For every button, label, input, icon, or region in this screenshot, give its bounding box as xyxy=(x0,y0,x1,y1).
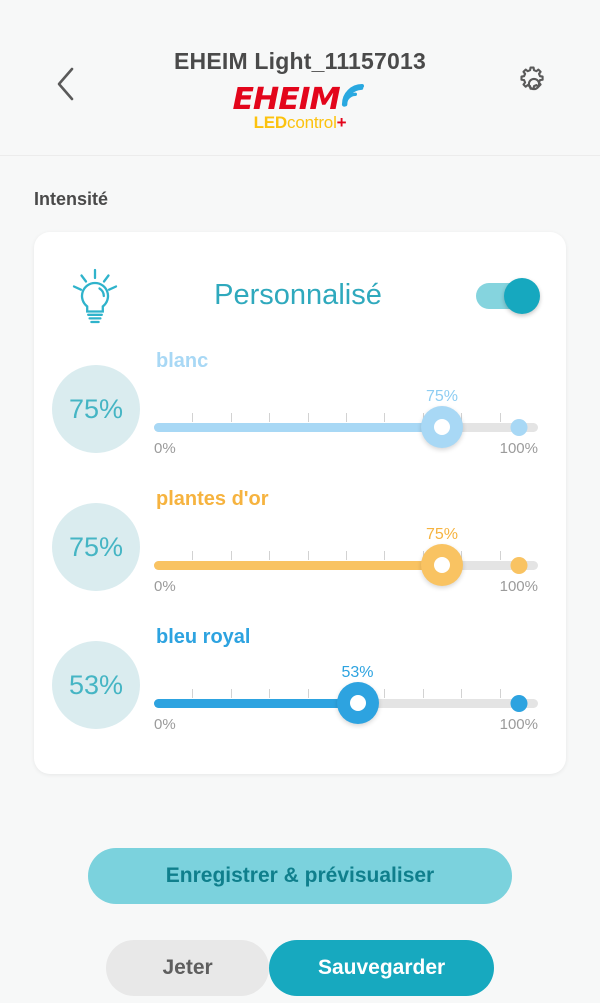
slider-max-label: 100% xyxy=(499,716,538,733)
slider-tick xyxy=(461,413,463,422)
slider-min-label: 0% xyxy=(154,578,176,595)
toggle-knob xyxy=(504,278,540,314)
slider-tick xyxy=(461,551,463,560)
slider-ticks xyxy=(154,413,538,422)
custom-mode-toggle[interactable] xyxy=(476,274,540,316)
slider-tick xyxy=(346,413,347,422)
slider-tick xyxy=(499,551,501,560)
slider-tick xyxy=(384,551,386,560)
slider-min-label: 0% xyxy=(154,716,176,733)
slider-tick xyxy=(384,413,386,422)
secondary-buttons-row: Jeter Sauvegarder xyxy=(106,940,494,996)
slider-ticks xyxy=(154,551,538,560)
slider-tick xyxy=(307,413,309,422)
slider-tick xyxy=(346,551,347,560)
slider-tick xyxy=(230,413,232,422)
page-title: EHEIM Light_11157013 xyxy=(173,48,426,74)
save-and-preview-button[interactable]: Enregistrer & prévisualiser xyxy=(88,848,512,904)
slider-area[interactable]: 53% xyxy=(154,664,538,724)
channel-row: 53% bleu royal 53% 0% 100% xyxy=(34,616,566,754)
slider-max-label: 100% xyxy=(499,578,538,595)
channel-value-circle: 75% xyxy=(52,503,140,591)
discard-button[interactable]: Jeter xyxy=(106,940,270,996)
slider-tick xyxy=(192,413,194,422)
slider-tick xyxy=(269,689,271,698)
channel-slider-col: blanc 75% 0% 100% xyxy=(154,350,538,468)
slider-scale-labels: 0% 100% xyxy=(154,716,538,733)
slider-tick xyxy=(269,413,271,422)
slider-tick xyxy=(307,689,309,698)
channel-name: plantes d'or xyxy=(156,488,269,510)
slider-max-dot[interactable] xyxy=(510,419,528,436)
slider-value-bubble: 75% xyxy=(425,388,459,405)
save-button[interactable]: Sauvegarder xyxy=(269,940,494,996)
slider-thumb-hole xyxy=(434,557,450,573)
mode-label: Personnalisé xyxy=(214,278,382,311)
logo-led-text: LED xyxy=(253,113,288,132)
back-button[interactable] xyxy=(42,60,90,108)
slider-track-wrap[interactable] xyxy=(154,682,538,724)
section-title: Intensité xyxy=(34,189,109,209)
logo-plus-text: + xyxy=(336,113,347,132)
channel-value-circle: 53% xyxy=(52,641,140,729)
slider-tick xyxy=(192,689,194,698)
slider-tick xyxy=(269,551,271,560)
logo-sub-row: LEDcontrol+ xyxy=(254,113,347,132)
wifi-arc-icon xyxy=(339,82,365,113)
slider-area[interactable]: 75% xyxy=(154,388,538,448)
slider-tick xyxy=(499,689,501,698)
slider-area[interactable]: 75% xyxy=(154,526,538,586)
channel-row: 75% blanc 75% 0% 100% xyxy=(34,340,566,478)
slider-track-fill xyxy=(154,423,442,432)
channel-row: 75% plantes d'or 75% 0% 100% xyxy=(34,478,566,616)
slider-max-dot[interactable] xyxy=(510,557,528,574)
slider-scale-labels: 0% 100% xyxy=(154,440,538,457)
slider-value-bubble: 53% xyxy=(341,664,374,681)
slider-thumb-hole xyxy=(349,695,366,711)
logo-brand-text: EHEIM xyxy=(232,82,340,117)
intensity-card: Personnalisé 75% blanc 75% xyxy=(34,232,566,774)
slider-track-fill xyxy=(154,699,358,708)
logo-control-text: control xyxy=(287,113,337,132)
settings-button[interactable] xyxy=(510,60,558,108)
slider-tick xyxy=(422,689,424,698)
slider-max-dot[interactable] xyxy=(510,695,528,712)
action-buttons: Enregistrer & prévisualiser Jeter Sauveg… xyxy=(0,848,600,996)
chevron-left-icon xyxy=(57,67,74,101)
app-header: EHEIM Light_11157013 EHEIM LEDcontrol+ xyxy=(0,0,600,156)
slider-track-fill xyxy=(154,561,442,570)
slider-track-wrap[interactable] xyxy=(154,544,538,586)
slider-thumb[interactable] xyxy=(336,682,379,724)
slider-thumb[interactable] xyxy=(421,406,463,448)
slider-tick xyxy=(384,689,386,698)
slider-tick xyxy=(499,413,501,422)
channel-name: bleu royal xyxy=(156,626,251,648)
channel-value-circle: 75% xyxy=(52,365,140,453)
slider-value-bubble: 75% xyxy=(425,526,459,543)
channel-name: blanc xyxy=(156,350,209,372)
slider-track-wrap[interactable] xyxy=(154,406,538,448)
slider-thumb[interactable] xyxy=(421,544,463,586)
slider-tick xyxy=(461,689,463,698)
slider-tick xyxy=(307,551,309,560)
slider-tick xyxy=(230,689,232,698)
mode-row: Personnalisé xyxy=(34,250,566,340)
slider-min-label: 0% xyxy=(154,440,176,457)
logo-top-row: EHEIM xyxy=(232,82,365,117)
channel-slider-col: plantes d'or 75% 0% 100% xyxy=(154,488,538,606)
slider-tick xyxy=(192,551,194,560)
eheim-logo: EHEIM LEDcontrol+ xyxy=(0,84,600,132)
gear-icon xyxy=(520,66,544,91)
slider-thumb-hole xyxy=(434,419,450,435)
slider-scale-labels: 0% 100% xyxy=(154,578,538,595)
slider-tick xyxy=(230,551,232,560)
slider-max-label: 100% xyxy=(499,440,538,457)
channel-slider-col: bleu royal 53% 0% 100% xyxy=(154,626,538,744)
lightbulb-icon xyxy=(64,264,126,326)
